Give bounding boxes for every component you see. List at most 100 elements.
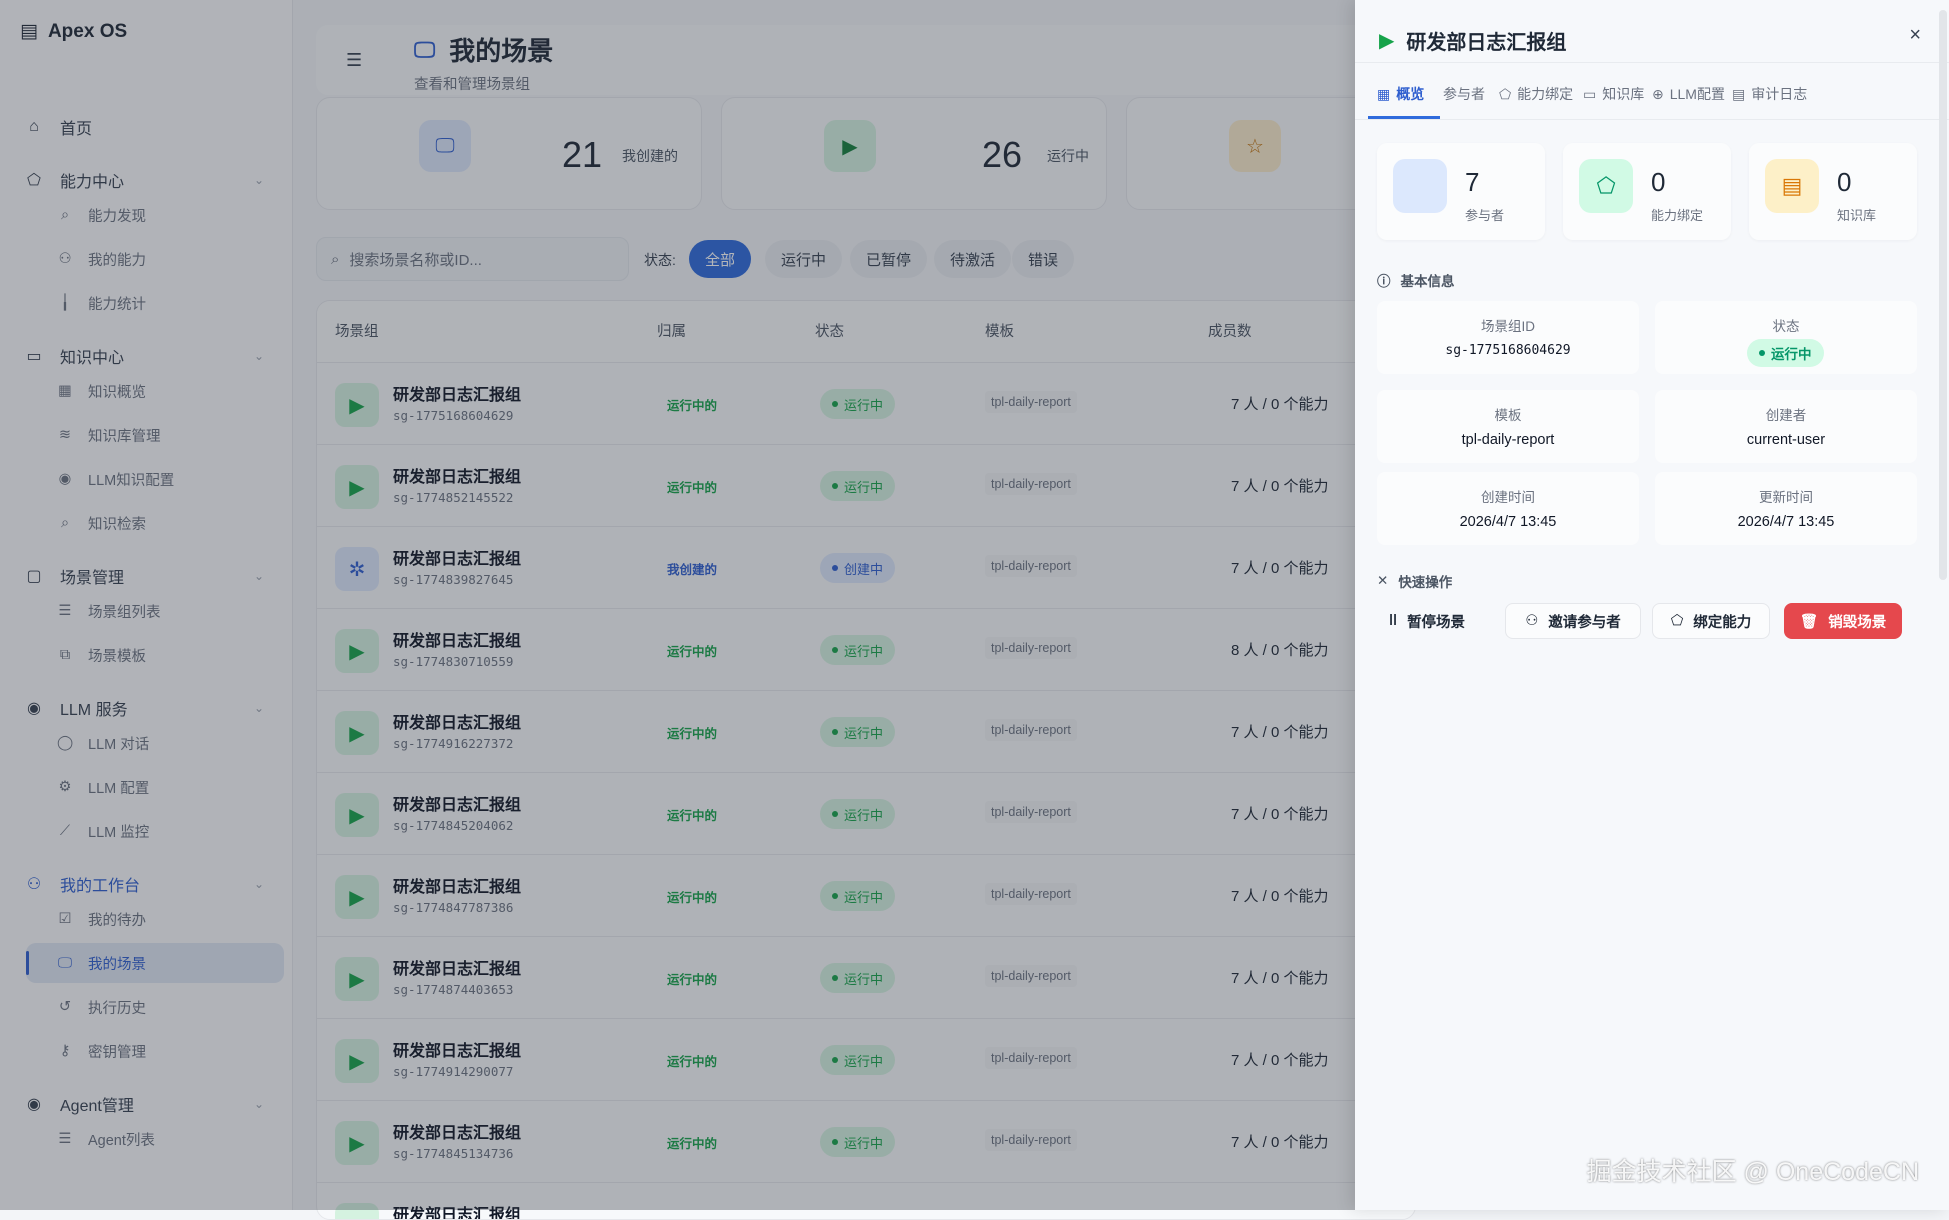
chevron-down-icon[interactable]: ⌄ [253,1097,264,1111]
sidebar-item[interactable]: ⌕ 知识检索 [26,503,284,543]
ownership: 运行中的 [667,481,718,495]
sidebar-item[interactable]: ⚙ LLM 配置 [26,767,284,807]
sidebar-group[interactable]: ▭ 知识中心 ⌄ [24,341,268,371]
chevron-down-icon[interactable]: ⌄ [253,701,264,715]
scene-id: sg-1774845204062 [393,818,514,833]
pause-icon: ǀǀ [1388,613,1398,629]
pause-scene-button[interactable]: ǀǀ 暂停场景 [1388,613,1466,631]
table-row[interactable]: ▶ 研发部日志汇报组 sg-1774852145522 运行中的 运行中 tpl-dail… [317,445,1415,527]
info-updated-time: 更新时间 2026/4/7 13:45 [1655,472,1917,545]
info-icon: ⓘ [1377,274,1391,289]
group-icon: ▭ [26,348,42,365]
modal-backdrop[interactable] [0,0,1355,1210]
status-badge: 运行中 [820,389,896,419]
stat-card-running[interactable]: ▶ 26 运行中 [721,97,1107,210]
member-count: 7 人 / 0 个能力 [1231,478,1329,495]
sidebar-group[interactable]: ⬠ 能力中心 ⌄ [24,165,268,195]
ownership: 运行中的 [667,1137,718,1151]
chevron-down-icon[interactable]: ⌄ [253,349,264,363]
status-badge: 运行中 [1747,339,1824,367]
status-badge: 运行中 [820,1045,896,1075]
table-row[interactable]: ▶ 研发部日志汇报组 sg-1775168604629 运行中的 运行中 tpl-dail… [317,363,1415,445]
sidebar-item[interactable]: ☰ 场景组列表 [26,591,284,631]
ownership: 运行中的 [667,645,718,659]
template: tpl-daily-report [985,719,1077,741]
table-row[interactable]: ▶ 研发部日志汇报组 sg-1774916227372 运行中的 运行中 tpl-dail… [317,691,1415,773]
destroy-scene-button[interactable]: 🗑 销毁场景 [1784,603,1902,639]
page-subtitle: 查看和管理场景组 [414,77,530,93]
table-row[interactable]: ▶ 研发部日志汇报组 sg-1774845204062 运行中的 运行中 tpl-dail… [317,773,1415,855]
template: tpl-daily-report [985,965,1077,987]
sidebar-item[interactable]: ⧉ 场景模板 [26,635,284,675]
sidebar-item[interactable]: ↺ 执行历史 [26,987,284,1027]
app-logo[interactable]: ▤ Apex OS [20,20,128,43]
nav-icon: ▦ [58,383,72,399]
group-icon: ⬠ [27,172,41,189]
sidebar-item[interactable]: ◉ LLM知识配置 [26,459,284,499]
group-icon: ◉ [27,1096,41,1113]
bind-capability-button[interactable]: ⬠ 绑定能力 [1652,603,1770,639]
sidebar-group[interactable]: ◉ LLM 服务 ⌄ [24,693,268,723]
sidebar-item[interactable]: ╽ 能力统计 [26,283,284,323]
scene-id: sg-1774847787386 [393,900,514,915]
table-row[interactable]: ▶ 研发部日志汇报组 sg-1774874403653 运行中的 运行中 tpl-dail… [317,937,1415,1019]
table-row[interactable]: ✲ 研发部日志汇报组 sg-1774839827645 我创建的 创建中 tpl-dail… [317,527,1415,609]
sidebar-item[interactable]: ⟋ LLM 监控 [26,811,284,851]
filter-chip[interactable]: 待激活 [934,240,1012,278]
table-row[interactable]: ▶ 研发部日志汇报组 sg-1774847787386 运行中的 运行中 tpl-dail… [317,855,1415,937]
tab[interactable]: ▤ 审计日志 [1732,85,1808,103]
nav-icon: ⟋ [59,823,71,839]
scene-name: 研发部日志汇报组 [393,797,522,814]
tab[interactable]: ▭ 知识库 [1583,85,1645,103]
sidebar-item[interactable]: ⚇ 我的能力 [26,239,284,279]
sidebar-group[interactable]: ⚇ 我的工作台 ⌄ [24,869,268,899]
info-scene-id: 场景组ID sg-1775168604629 [1377,301,1639,374]
close-button[interactable]: × [1909,24,1921,46]
template: tpl-daily-report [985,801,1077,823]
tab[interactable]: ⬠ 能力绑定 [1499,85,1574,103]
filter-chip[interactable]: 运行中 [765,240,843,278]
table-row[interactable]: ▶ 研发部日志汇报组 sg-1774914290077 运行中的 运行中 tpl-dail… [317,1019,1415,1101]
search-input[interactable]: ⌕ 搜索场景名称或ID... [316,237,629,281]
table-row[interactable]: ▶ 研发部日志汇报组 sg-1774830710559 运行中的 运行中 tpl-dail… [317,609,1415,691]
sidebar-item[interactable]: ≋ 知识库管理 [26,415,284,455]
scene-name: 研发部日志汇报组 [393,469,522,486]
template: tpl-daily-report [985,883,1077,905]
sidebar-item[interactable]: ⌕ 能力发现 [26,195,284,235]
drawer-title: 研发部日志汇报组 [1406,32,1567,54]
filter-chip[interactable]: 全部 [689,240,752,278]
play-icon: ▶ [335,793,379,837]
ownership: 运行中的 [667,891,718,905]
sidebar-item[interactable]: ◯ LLM 对话 [56,735,150,753]
page-title: 我的场景 [449,36,554,66]
status-badge: 创建中 [820,553,896,583]
sidebar-item[interactable]: ☰ Agent列表 [26,1119,284,1159]
filter-chip[interactable]: 错误 [1012,240,1075,278]
invite-participant-button[interactable]: ⚇ 邀请参与者 [1505,603,1641,639]
nav-icon: ☑ [58,911,72,927]
sidebar-group[interactable]: ◉ Agent管理 ⌄ [24,1089,268,1119]
chevron-down-icon[interactable]: ⌄ [253,173,264,187]
sidebar-item[interactable]: ⚷ 密钥管理 [26,1031,284,1071]
sidebar-item-home[interactable]: ⌂ 首页 [24,112,268,142]
table-row[interactable]: ▶ 研发部日志汇报组 sg-1774845134736 运行中的 运行中 tpl-dail… [317,1101,1415,1183]
chevron-down-icon[interactable]: ⌄ [253,877,264,891]
chevron-down-icon[interactable]: ⌄ [253,569,264,583]
sidebar-item[interactable]: ☑ 我的待办 [26,899,284,939]
stat-card-created[interactable]: 🖵 21 我创建的 [316,97,702,210]
menu-toggle-icon[interactable]: ☰ [346,50,363,70]
status-badge: 运行中 [820,1127,896,1157]
sidebar-group[interactable]: ▢ 场景管理 ⌄ [24,561,268,591]
tab[interactable]: ⊕ LLM配置 [1652,85,1725,103]
sidebar-item[interactable]: ▦ 知识概览 [26,371,284,411]
scene-name: 研发部日志汇报组 [393,1043,522,1060]
drawer-scrollbar[interactable] [1939,10,1947,580]
scene-name: 研发部日志汇报组 [393,551,522,568]
member-count: 8 人 / 0 个能力 [1231,642,1329,659]
scene-table: 场景组 归属 状态 模板 成员数 ▶ 研发部日志汇报组 sg-17751686046… [316,300,1416,1220]
book-icon: ▤ [1765,159,1819,213]
sidebar-item[interactable]: 🖵 我的场景 [26,943,284,983]
tab[interactable]: 参与者 [1443,86,1485,102]
tab[interactable]: ▦ 概览 [1377,85,1425,103]
filter-chip[interactable]: 已暂停 [850,240,928,278]
